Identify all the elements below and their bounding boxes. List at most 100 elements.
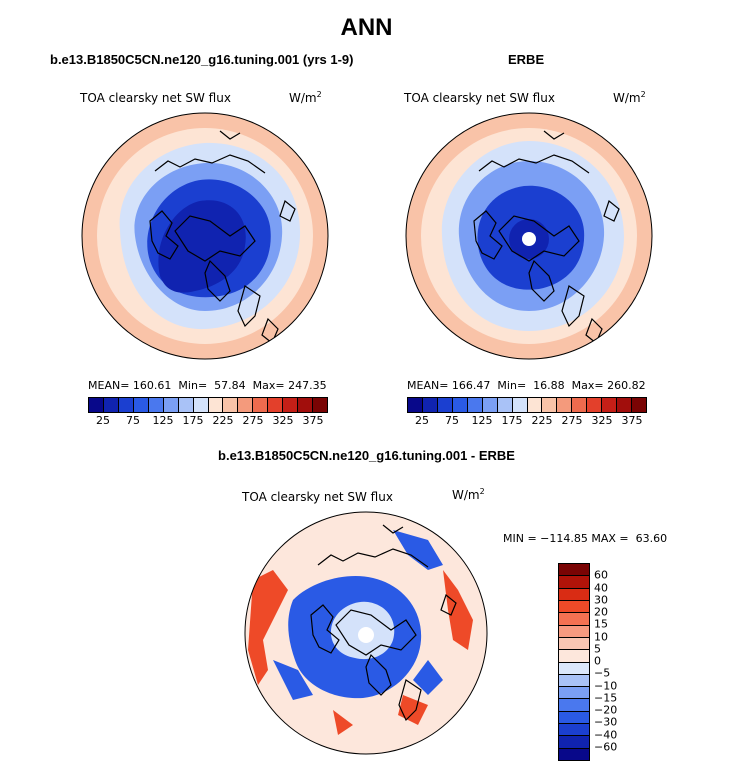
diff-colorbar-tick-label: 5 [594,642,601,656]
diff-colorbar-ticks: 60 40 30 20 15 10 5 0 −5 −10 −15 −20 −30 −40 −60 [594,563,634,759]
panel2-case-title: ERBE [508,52,545,67]
panel1-colorbar-swatch [133,398,149,412]
panel1-colorbar [88,397,328,413]
panel1-colorbar-swatch [238,398,254,412]
diff-colorbar-tick-label: 40 [594,581,608,594]
diff-colorbar-swatch [559,650,589,663]
diff-colorbar-swatch [559,711,589,725]
diff-colorbar-swatch [559,687,589,700]
diff-colorbar-tick-label: 0 [594,654,601,668]
panel2-polar-map [405,112,653,360]
diff-polar-map [244,511,488,755]
panel1-colorbar-swatch [193,398,209,412]
panel2-colorbar-tick-label: 125 [471,414,493,427]
panel1-colorbar-swatch [268,398,284,412]
diff-colorbar-tick-label: −60 [594,740,618,754]
diff-colorbar-swatch [559,613,589,626]
diff-units: W/m2 [452,487,485,502]
panel2-colorbar [407,397,647,413]
diff-colorbar-tick-label: −10 [594,679,618,692]
panel1-colorbar-tick-label: 25 [96,414,110,427]
panel1-colorbar-tick-label: 125 [152,414,174,427]
panel2-colorbar-swatch [617,398,633,412]
panel1-colorbar-tick-label: 275 [242,414,264,427]
panel2-stats: MEAN= 166.47 Min= 16.88 Max= 260.82 [407,379,646,392]
panel2-colorbar-swatch [452,398,468,412]
panel1-colorbar-tick-label: 325 [272,414,294,427]
panel1-colorbar-tick-label: 175 [182,414,204,427]
panel1-case-title: b.e13.B1850C5CN.ne120_g16.tuning.001 (yr… [50,52,354,67]
panel1-colorbar-ticks: 25 75 125 175 225 275 325 375 [88,414,328,428]
panel2-colorbar-swatch [422,398,438,412]
diff-colorbar-swatch [559,576,589,589]
diff-colorbar-swatch [559,600,589,614]
panel2-colorbar-swatch [542,398,558,412]
panel2-colorbar-tick-label: 175 [501,414,523,427]
panel2-variable-label: TOA clearsky net SW flux [404,91,555,105]
panel2-colorbar-swatch [467,398,483,412]
panel1-variable-label: TOA clearsky net SW flux [80,91,231,105]
panel2-colorbar-swatch [632,398,646,412]
panel1-colorbar-tick-label: 375 [302,414,324,427]
panel1-polar-map [81,112,329,360]
panel2-colorbar-tick-label: 75 [445,414,459,427]
figure-title: ANN [340,14,393,41]
panel2-colorbar-tick-label: 225 [531,414,553,427]
diff-variable-label: TOA clearsky net SW flux [242,490,393,504]
diff-colorbar-swatch [559,748,589,760]
panel2-colorbar-swatch [527,398,543,412]
panel2-colorbar-swatch [572,398,588,412]
diff-colorbar-swatch [559,736,589,749]
panel1-colorbar-tick-label: 75 [126,414,140,427]
diff-colorbar-swatch [559,564,589,577]
panel1-colorbar-swatch [283,398,299,412]
panel2-colorbar-swatch [497,398,513,412]
panel2-colorbar-ticks: 25 75 125 175 225 275 325 375 [407,414,647,428]
panel2-units: W/m2 [613,90,646,105]
panel2-colorbar-swatch [437,398,453,412]
panel2-colorbar-tick-label: 275 [561,414,583,427]
panel2-colorbar-swatch [512,398,528,412]
panel2-colorbar-swatch [602,398,618,412]
panel2-colorbar-swatch [408,398,423,412]
panel1-colorbar-swatch [298,398,314,412]
panel1-colorbar-swatch [178,398,194,412]
diff-case-title: b.e13.B1850C5CN.ne120_g16.tuning.001 - E… [218,448,515,463]
diff-colorbar-tick-label: 60 [594,568,608,582]
panel2-colorbar-tick-label: 375 [621,414,643,427]
panel1-colorbar-tick-label: 225 [212,414,234,427]
panel2-colorbar-swatch [482,398,498,412]
diff-colorbar-swatch [559,625,589,638]
panel1-colorbar-swatch [148,398,164,412]
diff-colorbar-tick-label: 10 [594,630,608,643]
panel1-units: W/m2 [289,90,322,105]
panel1-colorbar-swatch [253,398,269,412]
panel1-colorbar-swatch [163,398,179,412]
panel1-colorbar-swatch [118,398,134,412]
panel1-colorbar-swatch [103,398,119,412]
diff-colorbar-swatch [559,588,589,601]
panel1-colorbar-swatch [89,398,104,412]
diff-colorbar-swatch [559,637,589,651]
panel1-stats: MEAN= 160.61 Min= 57.84 Max= 247.35 [88,379,327,392]
diff-colorbar-swatch [559,662,589,675]
diff-colorbar-tick-label: −40 [594,728,618,741]
panel2-colorbar-swatch [587,398,603,412]
panel1-colorbar-swatch [223,398,239,412]
panel1-colorbar-swatch [208,398,224,412]
panel1-colorbar-swatch [313,398,327,412]
diff-colorbar-swatch [559,674,589,688]
diff-colorbar-tick-label: 15 [594,617,608,631]
diff-colorbar-tick-label: 20 [594,605,608,619]
diff-colorbar-swatch [559,724,589,737]
panel2-colorbar-swatch [557,398,573,412]
diff-colorbar-tick-label: 30 [594,593,608,607]
diff-colorbar-tick-label: −30 [594,715,618,729]
diff-colorbar-swatch [559,699,589,712]
diff-colorbar-tick-label: −15 [594,691,618,705]
panel2-colorbar-tick-label: 325 [591,414,613,427]
panel2-colorbar-tick-label: 25 [415,414,429,427]
diff-colorbar [558,563,590,761]
diff-colorbar-tick-label: −5 [594,666,611,680]
diff-colorbar-tick-label: −20 [594,703,618,717]
